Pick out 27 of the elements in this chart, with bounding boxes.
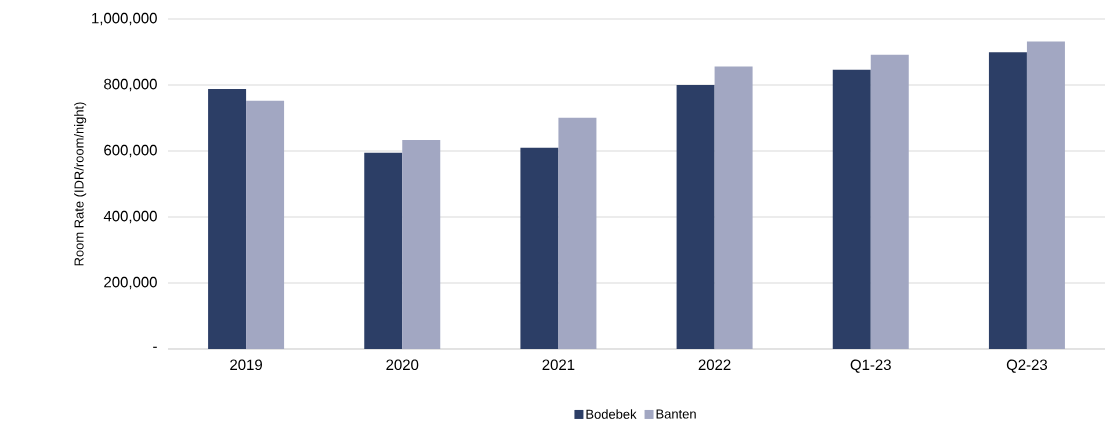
bar: [1026, 41, 1065, 349]
y-tick-label: 200,000: [104, 276, 157, 290]
bar: [208, 88, 247, 349]
y-tick-label: 600,000: [104, 144, 157, 158]
bar: [870, 54, 909, 349]
bar: [364, 152, 403, 349]
bar: [988, 52, 1027, 349]
legend-label: Banten: [656, 409, 696, 419]
y-axis-title: Room Rate (IDR/room/night): [74, 102, 87, 266]
y-tick-label: 800,000: [104, 78, 157, 92]
legend-label: Bodebek: [586, 409, 637, 419]
bar: [714, 66, 753, 349]
bar: [676, 85, 715, 349]
bar: [246, 100, 285, 349]
bar: [520, 147, 559, 349]
y-tick-label: 400,000: [103, 210, 157, 224]
x-tick-label: Q1-23: [850, 359, 891, 373]
x-tick-label: 2020: [386, 359, 419, 371]
bar: [832, 69, 871, 349]
bar: [402, 140, 441, 349]
x-tick-label: Q2-23: [1006, 359, 1048, 373]
x-tick-label: 2019: [230, 359, 262, 371]
x-tick-label: 2022: [698, 359, 731, 371]
bar: [558, 117, 597, 349]
y-tick-label: -: [153, 346, 157, 348]
y-tick-label: 1,000,000: [92, 12, 157, 26]
x-tick-label: 2021: [542, 359, 575, 371]
